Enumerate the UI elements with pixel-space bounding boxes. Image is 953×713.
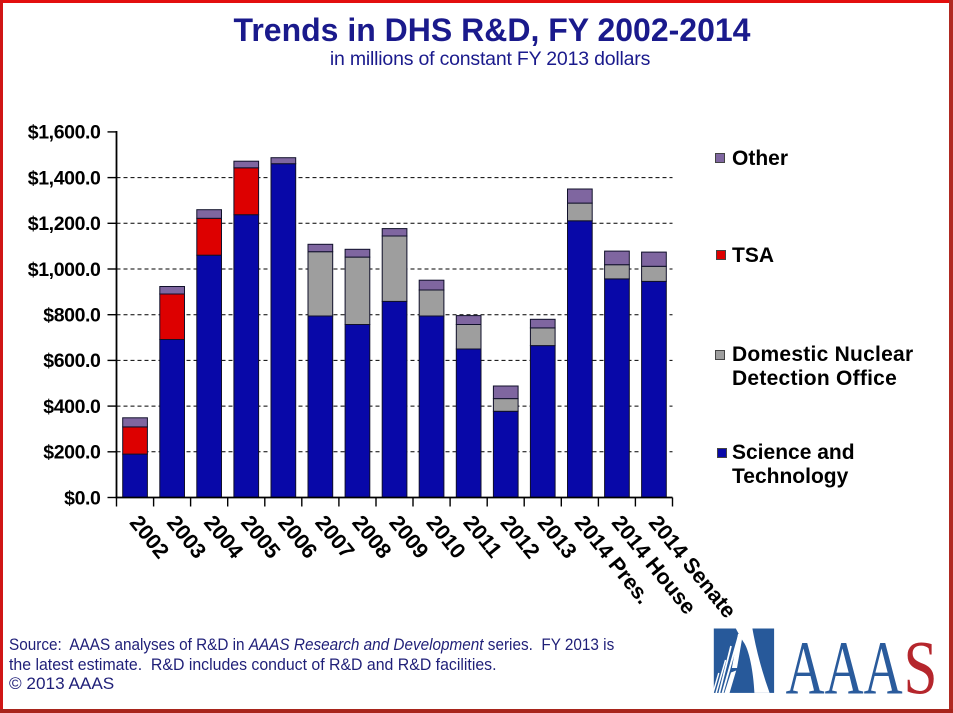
svg-text:2012: 2012 <box>496 511 545 563</box>
svg-text:S: S <box>904 627 938 711</box>
svg-text:2011: 2011 <box>459 511 507 562</box>
svg-text:2010: 2010 <box>422 511 471 563</box>
svg-text:2009: 2009 <box>384 511 433 563</box>
svg-text:$200.0: $200.0 <box>43 442 101 464</box>
svg-text:2004: 2004 <box>199 511 248 563</box>
svg-text:2006: 2006 <box>273 511 322 563</box>
svg-text:$600.0: $600.0 <box>43 350 101 372</box>
svg-text:2007: 2007 <box>310 511 359 563</box>
svg-text:2002: 2002 <box>125 511 174 563</box>
svg-text:2003: 2003 <box>162 511 211 563</box>
svg-text:2013: 2013 <box>533 511 582 563</box>
svg-text:$1,200.0: $1,200.0 <box>28 213 101 235</box>
svg-text:$800.0: $800.0 <box>43 305 101 327</box>
svg-text:$1,400.0: $1,400.0 <box>28 167 101 189</box>
svg-text:$400.0: $400.0 <box>43 396 101 418</box>
svg-text:2005: 2005 <box>236 511 285 563</box>
svg-text:$1,600.0: $1,600.0 <box>28 122 101 144</box>
svg-text:$1,000.0: $1,000.0 <box>28 259 101 281</box>
svg-text:2008: 2008 <box>347 511 396 563</box>
svg-text:AAA: AAA <box>786 627 903 711</box>
svg-text:$0.0: $0.0 <box>64 487 101 509</box>
